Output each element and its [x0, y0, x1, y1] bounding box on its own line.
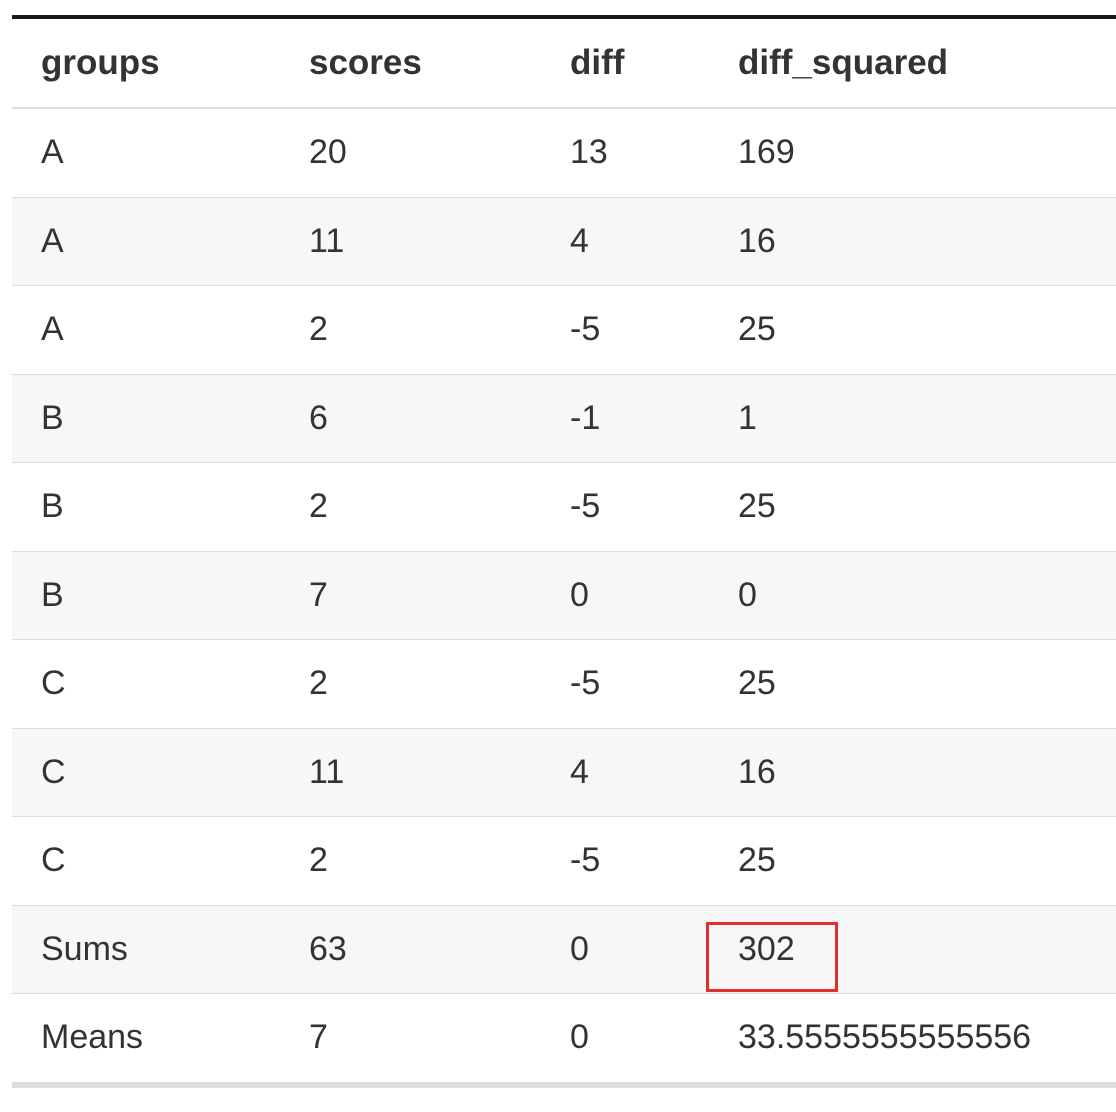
table-row: A 11 4 16 [12, 196, 1116, 286]
cell-scores: 2 [280, 462, 541, 551]
cell-groups: Means [12, 993, 280, 1088]
cell-diff-squared: 16 [709, 196, 1116, 286]
data-table: groups scores diff diff_squared A 20 13 … [12, 15, 1116, 1088]
cell-diff-squared: 169 [709, 107, 1116, 197]
table-row: A 20 13 169 [12, 107, 1116, 197]
table-row: B 7 0 0 [12, 550, 1116, 640]
cell-diff-squared: 0 [709, 550, 1116, 640]
cell-scores: 11 [280, 196, 541, 286]
table-row: B 6 -1 1 [12, 373, 1116, 463]
cell-scores: 2 [280, 816, 541, 905]
cell-scores: 6 [280, 373, 541, 463]
cell-diff-squared: 25 [709, 285, 1116, 374]
cell-groups: C [12, 727, 280, 817]
cell-groups: A [12, 285, 280, 374]
cell-diff: -5 [541, 639, 709, 728]
cell-diff-squared: 1 [709, 373, 1116, 463]
column-header-diff-squared: diff_squared [709, 17, 1116, 109]
column-header-groups: groups [12, 17, 280, 109]
cell-groups: B [12, 550, 280, 640]
cell-diff: -1 [541, 373, 709, 463]
cell-scores: 7 [280, 550, 541, 640]
data-table-container: groups scores diff diff_squared A 20 13 … [12, 15, 1116, 1088]
table-body: A 20 13 169 A 11 4 16 A 2 -5 25 B 6 -1 [12, 107, 1116, 1088]
cell-groups: B [12, 462, 280, 551]
table-row: B 2 -5 25 [12, 462, 1116, 551]
cell-diff-squared: 25 [709, 639, 1116, 728]
cell-groups: C [12, 639, 280, 728]
cell-diff-squared: 33.5555555555556 [709, 993, 1116, 1088]
cell-groups: Sums [12, 904, 280, 994]
cell-scores: 11 [280, 727, 541, 817]
cell-diff: 4 [541, 727, 709, 817]
cell-groups: A [12, 107, 280, 197]
cell-diff: 4 [541, 196, 709, 286]
cell-diff: -5 [541, 462, 709, 551]
column-header-scores: scores [280, 17, 541, 109]
header-row: groups scores diff diff_squared [12, 17, 1116, 109]
cell-diff: 0 [541, 550, 709, 640]
cell-groups: A [12, 196, 280, 286]
means-row: Means 7 0 33.5555555555556 [12, 993, 1116, 1088]
cell-diff: 0 [541, 993, 709, 1088]
cell-diff-squared-sum: 302 [709, 904, 1116, 994]
cell-diff-squared: 25 [709, 816, 1116, 905]
table-row: C 2 -5 25 [12, 639, 1116, 728]
cell-diff-squared: 25 [709, 462, 1116, 551]
table-row: C 2 -5 25 [12, 816, 1116, 905]
cell-diff: 13 [541, 107, 709, 197]
cell-diff-squared: 16 [709, 727, 1116, 817]
cell-groups: B [12, 373, 280, 463]
cell-scores: 20 [280, 107, 541, 197]
sums-row: Sums 63 0 302 [12, 904, 1116, 994]
column-header-diff: diff [541, 17, 709, 109]
cell-scores: 7 [280, 993, 541, 1088]
table-row: A 2 -5 25 [12, 285, 1116, 374]
cell-diff: 0 [541, 904, 709, 994]
cell-groups: C [12, 816, 280, 905]
cell-scores: 63 [280, 904, 541, 994]
cell-diff: -5 [541, 285, 709, 374]
table-row: C 11 4 16 [12, 727, 1116, 817]
table-header: groups scores diff diff_squared [12, 17, 1116, 109]
cell-scores: 2 [280, 639, 541, 728]
cell-diff: -5 [541, 816, 709, 905]
cell-scores: 2 [280, 285, 541, 374]
